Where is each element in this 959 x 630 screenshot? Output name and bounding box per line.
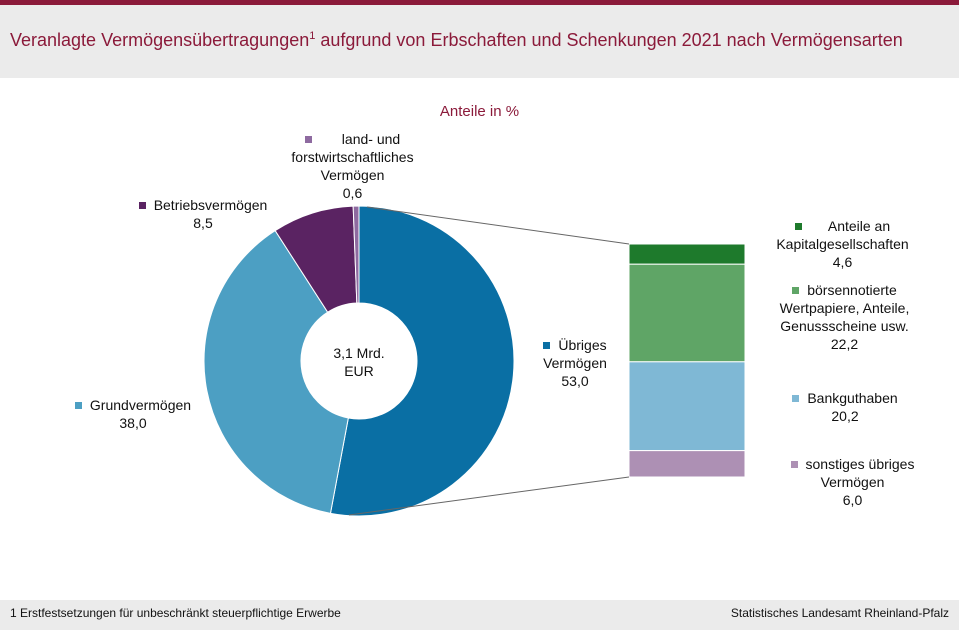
center-label-line2: EUR [344,363,374,379]
stack-segment-sonst [628,450,746,478]
label-betrieb: Betriebsvermögen 8,5 [118,196,288,232]
label-uebrig: Übriges Vermögen 53,0 [543,337,607,389]
legend-swatch-betrieb [138,202,146,209]
stack-segment-kapital [628,243,746,265]
label-grund: Grundvermögen 38,0 [58,396,208,432]
donut-chart [203,205,515,517]
stack-segment-boerse [628,263,746,363]
chart-title: Veranlagte Vermögensübertragungen1 aufgr… [10,30,903,50]
chart-subtitle: Anteile in % [439,103,520,120]
connector-lines [348,206,630,516]
label-kapital: Anteile an Kapitalgesellschaften 4,6 [776,218,909,270]
connector-top [366,206,630,245]
legend-swatch-kapital [794,223,802,230]
legend-swatch-boerse [792,287,800,294]
legend-swatch-grund [74,402,82,409]
stack-segment-bank [628,361,746,452]
label-sonst: sonstiges übriges Vermögen 6,0 [765,455,940,509]
top-accent-line [0,0,959,5]
legend-swatch-forst [304,136,312,143]
label-forst: land- und forstwirtschaftliches Vermögen… [291,131,414,201]
legend-swatch-sonst [790,461,798,468]
legend-swatch-uebrig [543,342,551,349]
source-credit: Statistisches Landesamt Rheinland-Pfalz [730,606,949,620]
donut-slice-forst [352,205,360,304]
donut-slice-grund [203,229,349,514]
connector-bottom [348,476,630,516]
legend-swatch-bank [792,395,800,402]
stacked-bar [628,243,746,478]
donut-slice-uebrig [329,205,515,517]
center-label-line1: 3,1 Mrd. [333,345,384,361]
label-boerse: börsennotierte Wertpapiere, Anteile, Gen… [779,282,910,352]
label-bank: Bankguthaben 20,2 [760,389,930,425]
footnote: 1 Erstfestsetzungen für unbeschränkt ste… [10,606,341,620]
